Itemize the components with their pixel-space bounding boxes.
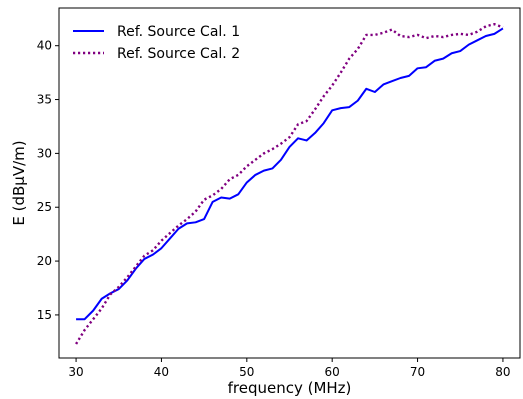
y-tick-label: 20 [37,254,52,268]
legend-label-1: Ref. Source Cal. 1 [117,24,240,40]
x-axis-label: frequency (MHz) [228,379,352,397]
y-axis-label: E (dBμV/m) [10,140,28,225]
series-layer [75,22,504,345]
x-tick-label: 80 [495,365,510,379]
x-tick-label: 60 [325,365,340,379]
x-axis-ticks: 30 40 50 60 70 80 [68,358,511,379]
y-tick-label: 15 [37,308,52,322]
x-tick-label: 50 [239,365,254,379]
y-axis-ticks: 15 20 25 30 35 40 [37,39,59,322]
series-line-1 [76,27,504,321]
y-tick-label: 30 [37,146,52,160]
x-tick-label: 30 [68,365,83,379]
y-tick-label: 35 [37,93,52,107]
legend-label-2: Ref. Source Cal. 2 [117,46,240,62]
x-tick-label: 40 [154,365,169,379]
plot-area [59,8,520,358]
y-tick-label: 40 [37,39,52,53]
x-tick-label: 70 [410,365,425,379]
series-line-2 [75,22,504,345]
plot-frame [58,7,521,359]
legend: Ref. Source Cal. 1 Ref. Source Cal. 2 [73,24,240,62]
y-tick-label: 25 [37,200,52,214]
